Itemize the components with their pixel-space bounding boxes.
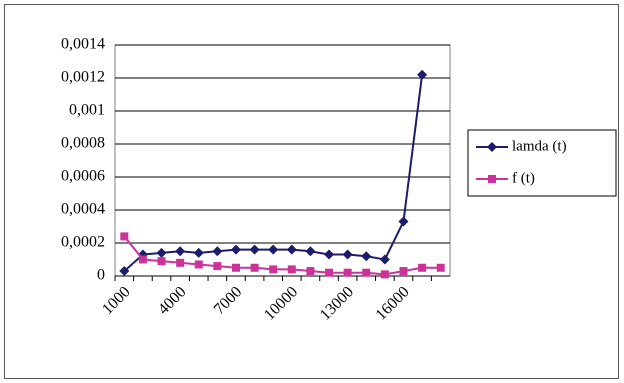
y-tick-label: 0 xyxy=(97,267,105,284)
legend-label: f (t) xyxy=(512,170,535,186)
line-marker xyxy=(398,216,409,227)
line-marker xyxy=(120,232,129,241)
line-marker xyxy=(175,246,186,257)
line-marker xyxy=(287,265,296,274)
line-marker xyxy=(436,263,445,272)
line-marker xyxy=(268,244,279,255)
line-marker xyxy=(213,262,222,271)
y-tick-label: 0,001 xyxy=(69,102,105,119)
y-tick-label: 0,0014 xyxy=(61,36,105,53)
line-marker xyxy=(230,244,241,255)
line-marker xyxy=(399,267,408,276)
line-marker xyxy=(342,249,353,260)
line-marker xyxy=(250,263,259,272)
line-marker xyxy=(418,263,427,272)
line-marker xyxy=(176,258,185,267)
line-marker xyxy=(379,254,390,265)
line-marker xyxy=(305,246,316,257)
plot-area xyxy=(114,44,451,277)
line-marker xyxy=(306,267,315,276)
line-marker xyxy=(417,69,428,80)
line-marker xyxy=(231,263,240,272)
legend: lamda (t) f (t) xyxy=(467,129,617,197)
line-marker xyxy=(212,246,223,257)
legend-marker xyxy=(488,175,496,183)
legend-marker xyxy=(487,142,497,152)
line-marker xyxy=(343,268,352,277)
y-tick-label: 0,0012 xyxy=(61,69,105,86)
line-marker xyxy=(138,255,147,264)
line-marker xyxy=(249,244,260,255)
line-marker xyxy=(193,247,204,258)
line-marker xyxy=(194,260,203,269)
line-marker xyxy=(119,266,130,277)
line-marker xyxy=(324,249,335,260)
line-marker xyxy=(157,257,166,266)
line-marker xyxy=(269,265,278,274)
line-marker xyxy=(361,251,372,262)
y-tick-label: 0,0006 xyxy=(61,168,105,185)
line-marker xyxy=(380,270,389,279)
legend-box xyxy=(467,129,617,197)
line-marker xyxy=(156,247,167,258)
legend-label: lamda (t) xyxy=(512,138,567,154)
line-marker xyxy=(325,268,334,277)
line-marker xyxy=(286,244,297,255)
y-tick-label: 0,0002 xyxy=(61,234,105,251)
line-marker xyxy=(362,268,371,277)
y-tick-label: 0,0004 xyxy=(61,201,105,218)
y-tick-label: 0,0008 xyxy=(61,135,105,152)
